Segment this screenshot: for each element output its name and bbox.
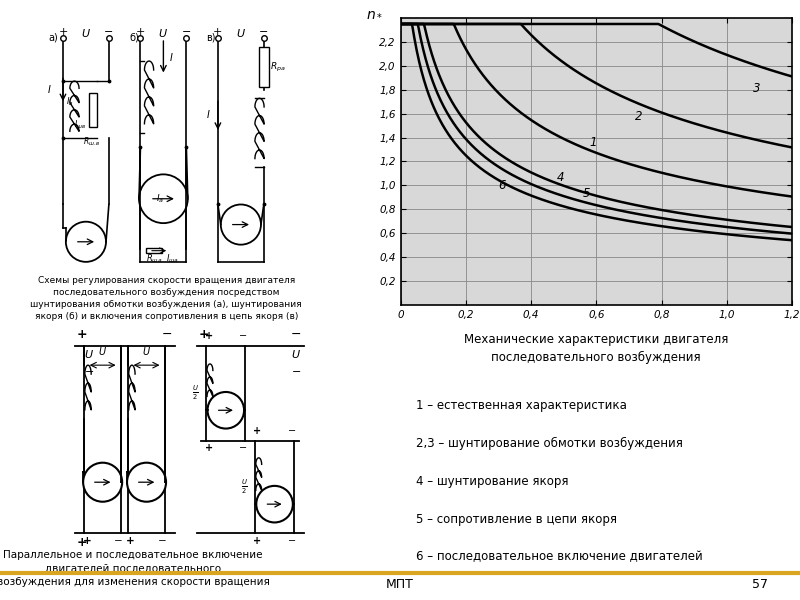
Circle shape — [127, 463, 166, 502]
Bar — [146, 248, 162, 253]
Text: $I$: $I$ — [47, 83, 51, 95]
Text: $U$: $U$ — [98, 346, 107, 358]
Text: Параллельное и последовательное включение
двигателей последовательного
возбужден: Параллельное и последовательное включени… — [0, 550, 270, 587]
Text: 2,3 – шунтирование обмотки возбуждения: 2,3 – шунтирование обмотки возбуждения — [416, 437, 683, 450]
Text: $U$: $U$ — [158, 26, 168, 38]
Text: +: + — [82, 536, 91, 546]
Text: Механические характеристики двигателя
последовательного возбуждения: Механические характеристики двигателя по… — [464, 334, 729, 364]
Text: 1 – естественная характеристика: 1 – естественная характеристика — [416, 399, 627, 412]
Text: −: − — [259, 26, 269, 37]
Text: −: − — [158, 536, 166, 546]
Text: +: + — [136, 26, 145, 37]
Text: −: − — [292, 367, 302, 377]
Text: −: − — [291, 328, 302, 341]
Text: −: − — [182, 26, 191, 37]
Text: +: + — [205, 443, 213, 453]
Text: +: + — [126, 536, 135, 546]
Text: −: − — [287, 536, 296, 546]
Text: $\frac{U}{2}$: $\frac{U}{2}$ — [241, 478, 248, 496]
Text: 5 – сопротивление в цепи якоря: 5 – сопротивление в цепи якоря — [416, 512, 618, 526]
Text: $I_в$: $I_в$ — [66, 95, 74, 107]
Text: −: − — [104, 26, 114, 37]
Circle shape — [207, 392, 244, 428]
Text: 3: 3 — [753, 82, 760, 95]
Text: 5: 5 — [583, 187, 590, 200]
Text: в): в) — [206, 33, 216, 43]
Text: $I_а$: $I_а$ — [157, 193, 165, 205]
Text: 6 – последовательное включение двигателей: 6 – последовательное включение двигателе… — [416, 550, 703, 563]
Text: $U$: $U$ — [81, 26, 91, 38]
Text: 6: 6 — [498, 179, 506, 192]
Text: $\frac{U}{2}$: $\frac{U}{2}$ — [192, 384, 199, 403]
Text: а): а) — [49, 33, 58, 43]
Bar — [258, 47, 269, 87]
Circle shape — [139, 175, 188, 223]
Text: $R_{ра}$: $R_{ра}$ — [270, 61, 286, 74]
Text: $I_{шв}$: $I_{шв}$ — [74, 118, 86, 131]
Text: 2: 2 — [635, 110, 643, 122]
Text: 4 – шунтирование якоря: 4 – шунтирование якоря — [416, 475, 569, 488]
Text: +: + — [58, 26, 68, 37]
Text: +: + — [205, 331, 213, 341]
Text: −: − — [114, 536, 123, 546]
Text: $U$: $U$ — [236, 26, 246, 38]
Text: $R_{ша}$: $R_{ша}$ — [146, 253, 162, 265]
Text: −: − — [84, 367, 94, 377]
Text: 57: 57 — [752, 578, 768, 591]
Text: $U$: $U$ — [291, 348, 302, 360]
Circle shape — [256, 486, 293, 523]
Text: 1: 1 — [590, 136, 598, 149]
Text: Схемы регулирования скорости вращения двигателя
последовательного возбуждения по: Схемы регулирования скорости вращения дв… — [30, 276, 302, 320]
Text: +: + — [254, 426, 262, 436]
Text: +: + — [77, 328, 88, 341]
Bar — [89, 92, 98, 127]
Circle shape — [83, 463, 122, 502]
Text: +: + — [77, 536, 88, 549]
Text: б): б) — [129, 33, 139, 43]
Text: −: − — [239, 443, 247, 453]
Text: МПТ: МПТ — [386, 578, 414, 591]
Text: $n_*$: $n_*$ — [366, 7, 383, 20]
Text: 4: 4 — [557, 170, 565, 184]
Text: $U$: $U$ — [84, 348, 94, 360]
Text: −: − — [239, 331, 247, 341]
Circle shape — [221, 205, 261, 245]
Text: +: + — [254, 536, 262, 546]
Text: −: − — [287, 426, 296, 436]
Text: $U$: $U$ — [142, 346, 151, 358]
Text: +: + — [214, 26, 222, 37]
Circle shape — [66, 222, 106, 262]
Text: +: + — [199, 328, 210, 341]
Text: −: − — [162, 328, 172, 341]
Text: $R_{ш.в}$: $R_{ш.в}$ — [82, 135, 101, 148]
Text: $I$: $I$ — [169, 51, 174, 63]
Text: $I$: $I$ — [206, 109, 211, 121]
Text: $I_{ша}$: $I_{ша}$ — [166, 253, 179, 265]
